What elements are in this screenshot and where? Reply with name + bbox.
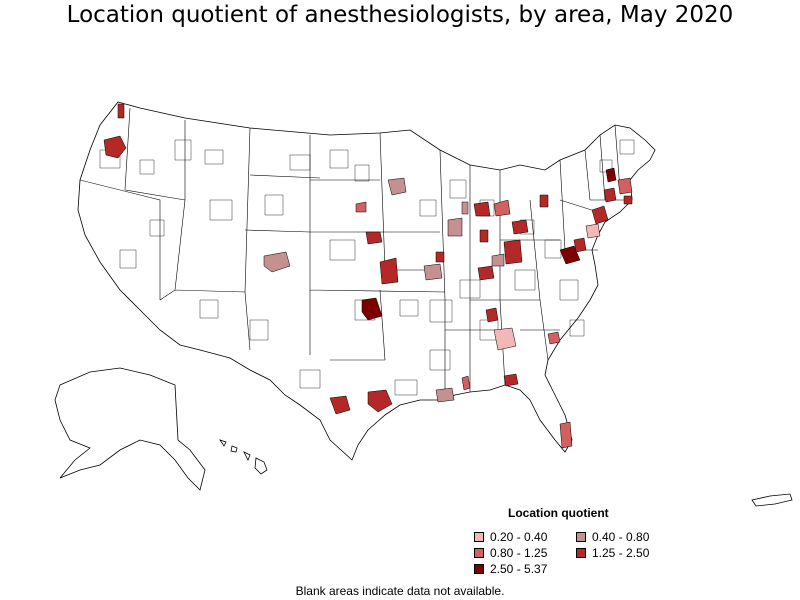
area-charleston — [547, 331, 561, 345]
legend-label: 0.80 - 1.25 — [490, 546, 548, 560]
legend-label: 1.25 - 2.50 — [592, 546, 650, 560]
puerto-rico — [751, 493, 793, 507]
footnote: Blank areas indicate data not available. — [295, 584, 505, 598]
area-indy — [479, 229, 489, 243]
area-providence — [623, 195, 633, 205]
area-okc — [361, 297, 383, 321]
area-phila — [585, 223, 601, 239]
area-neworleans — [435, 387, 455, 403]
map-title: Location quotient of anesthesiologists, … — [66, 2, 734, 28]
area-seattle — [117, 103, 125, 119]
area-nyc — [591, 205, 609, 225]
area-houston — [367, 389, 393, 413]
area-louisville — [477, 265, 495, 281]
area-baltimore — [573, 237, 587, 253]
area-atlanta — [493, 327, 517, 351]
legend-item-4: 2.50 - 5.37 — [474, 562, 547, 576]
area-detroit — [473, 201, 491, 217]
legend-item-1: 0.40 - 0.80 — [576, 530, 649, 544]
area-omaha — [365, 231, 383, 245]
hawaii-islands — [219, 439, 268, 475]
legend-item-0: 0.20 - 0.40 — [474, 530, 547, 544]
area-minneapolis — [387, 177, 407, 196]
legend-swatch — [576, 548, 586, 558]
area-dsm — [355, 201, 367, 213]
area-boston — [617, 177, 633, 195]
area-ohio-1 — [503, 239, 523, 265]
area-dc — [559, 245, 581, 265]
area-stl — [435, 251, 445, 263]
legend-item-3: 1.25 - 2.50 — [576, 546, 649, 560]
legend-swatch — [474, 564, 484, 574]
legend-swatch — [576, 532, 586, 542]
legend-label: 0.20 - 0.40 — [490, 530, 548, 544]
area-kc — [423, 263, 443, 281]
area-hartford — [603, 187, 617, 203]
area-ohio-2 — [491, 253, 505, 267]
area-albany — [605, 167, 617, 183]
legend-label: 2.50 - 5.37 — [490, 562, 548, 576]
legend-title: Location quotient — [508, 506, 609, 520]
area-mobile — [461, 375, 471, 391]
legend-item-2: 0.80 - 1.25 — [474, 546, 547, 560]
area-wichita — [379, 257, 399, 285]
legend-swatch — [474, 548, 484, 558]
legend-label: 0.40 - 0.80 — [592, 530, 650, 544]
area-mi2 — [493, 199, 511, 217]
area-austin — [329, 395, 351, 415]
area-nashville — [485, 307, 499, 323]
area-buffalo — [539, 194, 549, 208]
area-chicago — [447, 217, 463, 237]
area-miami — [559, 421, 573, 449]
legend-swatch — [474, 532, 484, 542]
area-milwaukee — [461, 201, 469, 215]
alaska-outline — [54, 367, 206, 491]
area-portland — [103, 135, 127, 159]
area-jacksonville — [503, 373, 519, 387]
area-denver — [263, 251, 291, 273]
area-pittsburgh — [511, 219, 529, 235]
